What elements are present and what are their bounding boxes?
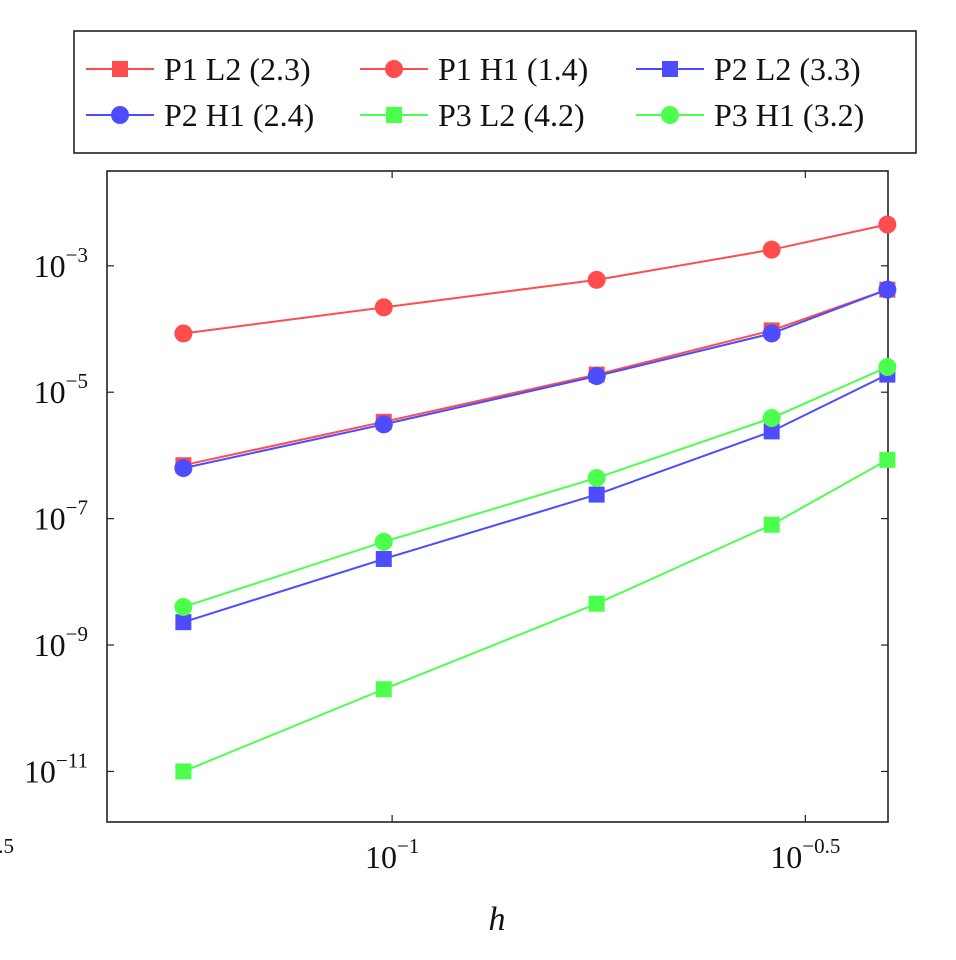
legend-label: P2 L2 (3.3) — [714, 51, 861, 87]
series-line — [183, 373, 888, 624]
data-point — [878, 280, 897, 299]
y-tick-label-exponent: −3 — [66, 243, 88, 267]
y-tick-label: 10−11 — [24, 748, 88, 789]
y-tick-label-base: 10 — [34, 627, 66, 663]
legend-label: P3 H1 (3.2) — [714, 97, 864, 133]
legend: P1 L2 (2.3) P1 H1 (1.4) P2 L2 (3.3) P2 H1 (… — [73, 30, 917, 154]
data-point — [587, 367, 606, 386]
series-line — [183, 288, 888, 467]
y-tick-label-base: 10 — [34, 501, 66, 537]
data-point — [375, 550, 392, 567]
x-tick-label-base: 10 — [770, 839, 802, 875]
legend-label: P1 L2 (2.3) — [164, 51, 311, 87]
series-1 — [174, 215, 897, 343]
data-point — [587, 468, 606, 487]
legend-item: P1 L2 (2.3) — [86, 51, 311, 87]
series-4 — [175, 451, 896, 780]
x-tick-label: 10−1.5 — [0, 834, 14, 875]
axes: 10−1.510−110−0.510−310−510−710−910−11 — [0, 171, 888, 875]
series-2 — [175, 366, 896, 631]
series-line — [183, 366, 888, 608]
y-tick-label-exponent: −5 — [66, 369, 88, 393]
series-line — [183, 223, 888, 335]
legend-marker — [662, 61, 678, 77]
x-tick-label-exponent: −0.5 — [802, 834, 840, 858]
legend-marker — [111, 106, 129, 124]
data-point — [374, 298, 393, 317]
legend-box — [73, 30, 917, 154]
data-point — [375, 681, 392, 698]
legend-marker — [112, 61, 128, 77]
y-tick-label-base: 10 — [34, 374, 66, 410]
legend-marker — [386, 107, 402, 123]
x-axis-title: h — [489, 901, 506, 938]
y-tick-label: 10−7 — [34, 496, 88, 537]
data-point — [174, 459, 193, 478]
y-tick-label-base: 10 — [34, 248, 66, 284]
legend-marker — [385, 60, 403, 78]
series-line — [182, 459, 888, 773]
data-point — [763, 516, 780, 533]
legend-marker — [661, 106, 679, 124]
data-point — [879, 451, 896, 468]
data-point — [762, 409, 781, 428]
legend-label: P1 H1 (1.4) — [438, 51, 588, 87]
x-tick-label-exponent: −1.5 — [0, 834, 14, 858]
y-tick-label-exponent: −11 — [56, 748, 88, 772]
series-layer — [174, 215, 897, 780]
y-tick-label-base: 10 — [24, 753, 56, 789]
x-tick-label: 10−1 — [365, 834, 419, 875]
series-3 — [174, 280, 897, 478]
plot-area — [106, 170, 889, 823]
data-point — [374, 415, 393, 434]
legend-item: P2 H1 (2.4) — [86, 97, 314, 133]
data-point — [587, 270, 606, 289]
series-5 — [174, 358, 897, 616]
y-tick-label-exponent: −9 — [66, 622, 88, 646]
data-point — [175, 763, 192, 780]
x-tick-label-exponent: −1 — [397, 834, 419, 858]
data-point — [878, 358, 897, 377]
data-point — [763, 423, 780, 440]
data-point — [762, 240, 781, 259]
legend-label: P3 L2 (4.2) — [438, 97, 585, 133]
series-line — [183, 288, 888, 470]
series-0 — [175, 281, 896, 474]
data-point — [174, 324, 193, 343]
data-point — [374, 532, 393, 551]
data-point — [762, 324, 781, 343]
x-tick-label-base: 10 — [365, 839, 397, 875]
x-tick-label: 10−0.5 — [770, 834, 840, 875]
legend-item: P3 H1 (3.2) — [636, 97, 864, 133]
legend-label: P2 H1 (2.4) — [164, 97, 314, 133]
data-point — [588, 595, 605, 612]
legend-item: P1 H1 (1.4) — [360, 51, 588, 87]
legend-item: P3 L2 (4.2) — [360, 97, 585, 133]
data-point — [174, 597, 193, 616]
data-point — [588, 486, 605, 503]
data-point — [175, 614, 192, 631]
y-tick-label: 10−5 — [34, 369, 88, 410]
legend-item: P2 L2 (3.3) — [636, 51, 861, 87]
y-tick-label: 10−9 — [34, 622, 88, 663]
y-tick-label: 10−3 — [34, 243, 88, 284]
data-point — [878, 215, 897, 234]
y-tick-label-exponent: −7 — [66, 496, 88, 520]
